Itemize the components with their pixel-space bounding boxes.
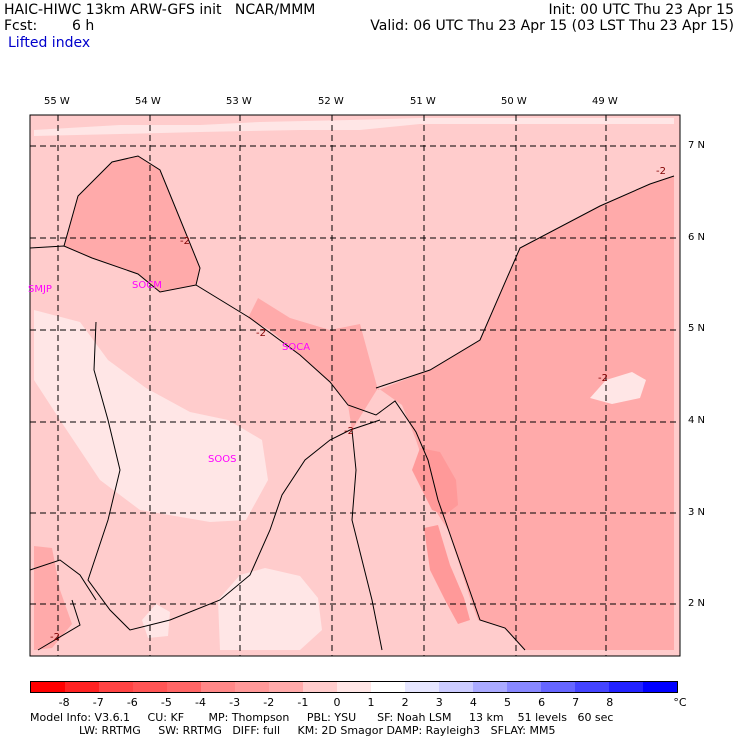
colorbar-tick-label: -6 [126, 696, 138, 709]
lon-label-52w: 52 W [318, 96, 344, 107]
pale-region-south [218, 568, 322, 650]
forecast-value: 6 h [72, 18, 95, 34]
pale-patch-east [590, 372, 646, 404]
contour-label: -2 [656, 166, 666, 177]
colorbar-swatch [133, 682, 167, 692]
colorbar-tick-label: 0 [333, 696, 341, 709]
lon-label-49w: 49 W [592, 96, 618, 107]
footer-line-1: Model Info: V3.6.1 CU: KF MP: Thompson P… [30, 711, 614, 724]
colorbar-swatch [405, 682, 439, 692]
colorbar-tick-label: -2 [263, 696, 275, 709]
station-soca: SOCA [282, 342, 311, 353]
pale-region-west [34, 310, 268, 522]
strong-patch-north [64, 156, 200, 292]
colorbar-swatch [337, 682, 371, 692]
colorbar-swatch [507, 682, 541, 692]
station-socm: SOCM [132, 280, 162, 291]
colorbar-swatch [303, 682, 337, 692]
colorbar [30, 681, 678, 693]
colorbar-tick-label: 5 [503, 696, 511, 709]
colorbar-tick-label: 2 [401, 696, 409, 709]
colorbar-tick-label: -3 [229, 696, 241, 709]
colorbar-swatch [65, 682, 99, 692]
header-title: HAIC-HIWC 13km ARW-GFS init NCAR/MMM [4, 2, 316, 18]
colorbar-swatch [167, 682, 201, 692]
colorbar-swatch [575, 682, 609, 692]
colorbar-swatch [371, 682, 405, 692]
deep-band-east-coast [412, 448, 458, 515]
colorbar-swatch [439, 682, 473, 692]
lat-label-6n: 6 N [688, 232, 706, 243]
colorbar-swatch [541, 682, 575, 692]
station-smjp: SMJP [28, 284, 52, 295]
strong-patch-southwest [34, 546, 72, 650]
colorbar-swatch [643, 682, 677, 692]
map-frame [29, 114, 681, 657]
east-coast [375, 175, 675, 389]
coast-island-north [63, 155, 201, 286]
strong-field-region [248, 176, 674, 650]
colorbar-swatch [235, 682, 269, 692]
colorbar-tick-label: -1 [297, 696, 309, 709]
forecast-label: Fcst: [4, 18, 38, 34]
colorbar-swatch [99, 682, 133, 692]
contour-label: -2 [598, 373, 608, 384]
contour-label: -2 [180, 236, 190, 247]
lat-lon-grid [30, 115, 680, 656]
colorbar-tick-label: -7 [92, 696, 104, 709]
lat-label-2n: 2 N [688, 598, 706, 609]
contour-label: -2 [344, 426, 354, 437]
top-edge-band [34, 118, 674, 136]
contour-label: -2 [50, 632, 60, 643]
field-name: Lifted index [8, 35, 91, 51]
colorbar-swatch [269, 682, 303, 692]
lat-label-3n: 3 N [688, 507, 706, 518]
deep-band-south [424, 525, 470, 624]
colorbar-unit: °C [673, 696, 687, 709]
colorbar-swatch [31, 682, 65, 692]
lon-label-54w: 54 W [135, 96, 161, 107]
pale-patch-coast [142, 604, 170, 638]
colorbar-tick-label: -4 [195, 696, 206, 709]
lon-label-51w: 51 W [410, 96, 436, 107]
border-west [29, 559, 97, 601]
colorbar-swatch [201, 682, 235, 692]
lon-label-55w: 55 W [44, 96, 70, 107]
colorbar-tick-label: 1 [367, 696, 375, 709]
station-soos: SOOS [208, 454, 237, 465]
lat-label-5n: 5 N [688, 323, 706, 334]
lon-label-50w: 50 W [501, 96, 527, 107]
colorbar-swatch [473, 682, 507, 692]
colorbar-tick-label: 7 [572, 696, 580, 709]
border-southwest [37, 599, 81, 651]
coastline-and-borders [29, 155, 675, 651]
colorbar-tick-label: 6 [538, 696, 546, 709]
colorbar-tick-label: 8 [606, 696, 614, 709]
border-suriname-east [87, 321, 381, 631]
colorbar-tick-label: 4 [469, 696, 477, 709]
colorbar-tick-label: 3 [435, 696, 443, 709]
colorbar-tick-label: -8 [58, 696, 70, 709]
lon-label-53w: 53 W [226, 96, 252, 107]
border-river [351, 429, 383, 651]
coastline [29, 245, 526, 651]
valid-time: Valid: 06 UTC Thu 23 Apr 15 (03 LST Thu … [370, 18, 734, 34]
lat-label-7n: 7 N [688, 140, 706, 151]
colorbar-swatch [609, 682, 643, 692]
footer-line-2: LW: RRTMG SW: RRTMG DIFF: full KM: 2D Sm… [30, 724, 556, 737]
colorbar-tick-label: -5 [160, 696, 172, 709]
init-time: Init: 00 UTC Thu 23 Apr 15 [548, 2, 734, 18]
contour-label: -2 [256, 328, 266, 339]
lat-label-4n: 4 N [688, 415, 706, 426]
